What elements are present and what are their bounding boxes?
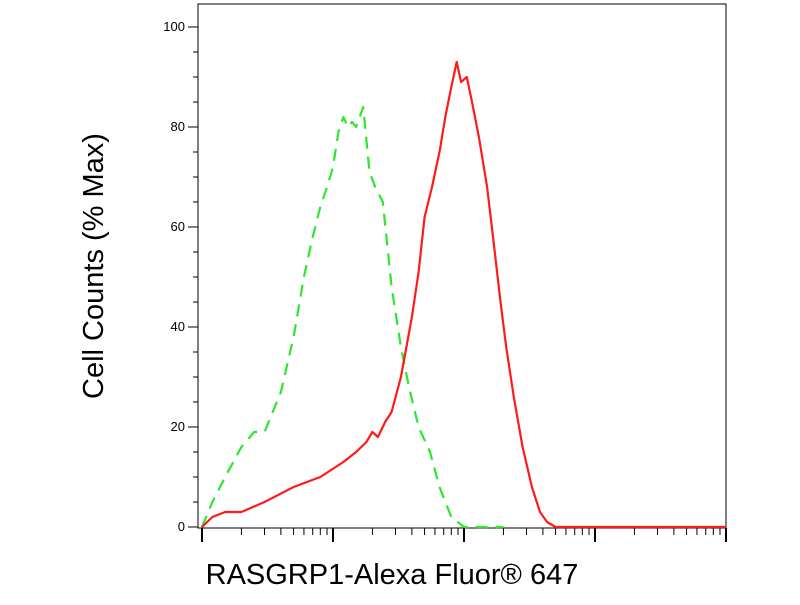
sample-histogram-solid	[201, 60, 726, 529]
y-tick-label: 40	[171, 319, 185, 334]
y-axis-ticks: 0 20 40 60 80 100	[163, 19, 198, 534]
y-tick-label: 80	[171, 119, 185, 134]
x-axis-ticks	[201, 528, 727, 542]
series-layer	[200, 60, 726, 529]
y-tick-label: 60	[171, 219, 185, 234]
y-tick-label: 0	[178, 519, 185, 534]
control-histogram-dashed	[200, 105, 504, 529]
y-tick-label: 100	[163, 19, 185, 34]
plot-frame	[197, 3, 727, 529]
y-axis-title: Cell Counts (% Max)	[78, 133, 110, 399]
x-axis-title: RASGRP1-Alexa Fluor® 647	[206, 559, 579, 591]
y-tick-label: 20	[171, 419, 185, 434]
